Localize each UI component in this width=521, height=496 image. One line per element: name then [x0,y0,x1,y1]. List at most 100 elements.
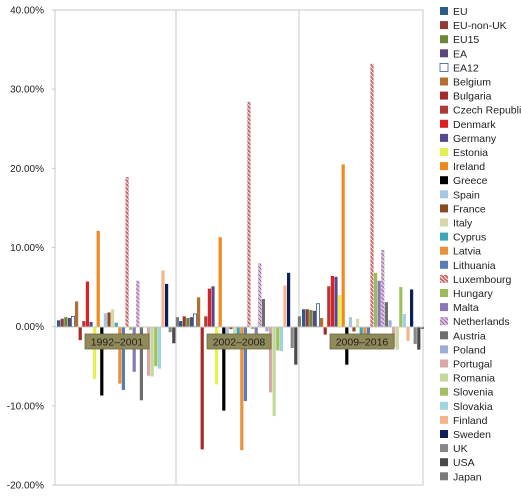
y-tick-label: 40.00% [10,6,44,17]
bar-spain-1 [225,326,229,335]
bar-japan-1 [297,316,301,327]
legend-label: Finland [453,415,488,427]
legend-label: Romania [453,373,495,385]
legend-label: Slovakia [453,401,493,413]
bar-slovenia-2 [399,287,403,327]
y-axis: 40.00% 30.00% 20.00% 10.00% 0.00% -10.00% -20.… [7,6,55,492]
bar-portugal-0 [147,326,151,376]
legend-swatch [440,119,448,128]
bar-belgium-2 [320,317,324,327]
bar-estonia-1 [215,326,219,385]
bar-ireland-0 [96,230,100,327]
bar-portugal-1 [269,326,273,393]
legend-label: Denmark [453,119,496,131]
bar-sweden-1 [287,272,291,327]
legend-swatch [440,35,448,44]
legend-swatch [439,63,449,72]
bar-ea-1 [189,317,193,327]
bar-luxembourg-0 [125,177,129,327]
bar-luxembourg-2 [370,63,374,327]
legend-label: UK [453,443,468,455]
bar-belgium-1 [197,297,201,327]
legend-label: Greece [453,175,488,187]
legend-swatch [440,133,448,142]
y-tick-label: 30.00% [10,85,44,96]
legend-label: Portugal [453,359,492,371]
bar-ea12-2 [315,303,320,328]
bar-ireland-2 [341,164,345,327]
bar-greece-0 [100,326,104,396]
legend-swatch [440,444,448,453]
bar-slovakia-0 [157,326,161,369]
bar-usa-0 [172,326,176,344]
legend-label: Czech Republic [453,105,521,117]
legend-swatch [440,7,448,15]
bar-eu15-2 [309,310,313,327]
bar-bulgaria-1 [200,326,204,450]
bar-austria-2 [384,302,388,327]
bar-uk-0 [168,326,172,333]
bar-germany-2 [334,276,338,327]
legend-label: Estonia [453,147,488,159]
bar-ea-2 [312,310,316,327]
bar-romania-0 [150,326,154,377]
legend-label: Austria [453,330,486,342]
legend-label: Latvia [453,246,481,258]
bar-usa-2 [417,326,421,350]
bar-luxembourg-1 [247,101,251,327]
bar-poland-2 [388,320,392,327]
legend-swatch [440,162,448,171]
legend-swatch [440,246,448,255]
legend-label: Sweden [453,429,491,441]
y-tick-label: -20.00% [7,481,44,492]
legend-swatch [440,317,448,326]
bar-austria-1 [261,298,265,327]
bar-hungary-1 [251,326,255,330]
period-label: 1992–2001 [91,337,144,349]
plot-area [54,9,424,486]
bar-italy-0 [111,309,115,327]
bar-spain-2 [348,317,352,327]
bar-eu-non-uk-2 [305,309,309,327]
bar-sweden-0 [165,283,169,327]
bar-estonia-0 [93,326,97,379]
bar-eu-non-uk-0 [60,318,64,327]
y-tick-label: 10.00% [10,243,44,254]
legend-label: EA12 [453,62,479,74]
legend-swatch [440,289,448,297]
legend-label: Cyprus [453,232,486,244]
bar-ea12-0 [71,315,76,328]
bar-bulgaria-2 [323,326,327,335]
legend-swatch [440,303,448,312]
bar-slovenia-0 [154,326,158,367]
bar-uk-2 [413,326,417,345]
legend-label: Ireland [453,161,485,173]
bar-bulgaria-0 [78,326,82,341]
legend-swatch [440,274,448,283]
legend-swatch [440,345,448,354]
bars [57,63,424,451]
legend-swatch [440,105,448,114]
bar-japan-0 [175,317,179,327]
bar-denmark-0 [85,281,89,327]
bar-uk-1 [290,326,294,349]
legend-swatch [440,49,448,58]
bar-lithuania-1 [243,326,247,402]
legend-label: EU [453,6,468,18]
legend-label: Lithuania [453,260,496,272]
legend-swatch [440,401,448,410]
bar-eu15-0 [64,317,68,327]
legend-label: Hungary [453,288,493,300]
bar-austria-0 [139,326,143,401]
legend-swatch [440,190,448,199]
bar-slovakia-2 [402,314,406,327]
legend-swatch [440,91,448,100]
legend-label: Slovenia [453,387,493,399]
legend-label: Bulgaria [453,91,492,103]
bar-ireland-1 [218,237,222,327]
bar-finland-0 [161,270,165,327]
bar-france-0 [107,312,111,327]
legend-label: Germany [453,133,497,145]
legend-label: Japan [453,471,482,483]
